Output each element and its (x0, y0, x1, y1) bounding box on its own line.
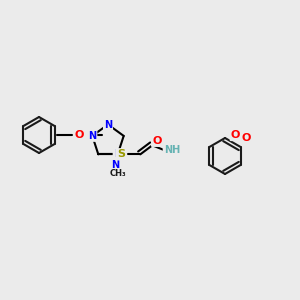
Text: CH₃: CH₃ (110, 169, 126, 178)
Text: O: O (231, 130, 240, 140)
Text: O: O (152, 136, 161, 146)
Text: O: O (241, 133, 251, 143)
Text: N: N (88, 131, 96, 141)
Text: S: S (117, 149, 125, 159)
Text: N: N (114, 149, 122, 159)
Text: N: N (111, 160, 119, 170)
Text: NH: NH (164, 145, 180, 155)
Text: N: N (104, 119, 112, 130)
Text: O: O (75, 130, 84, 140)
